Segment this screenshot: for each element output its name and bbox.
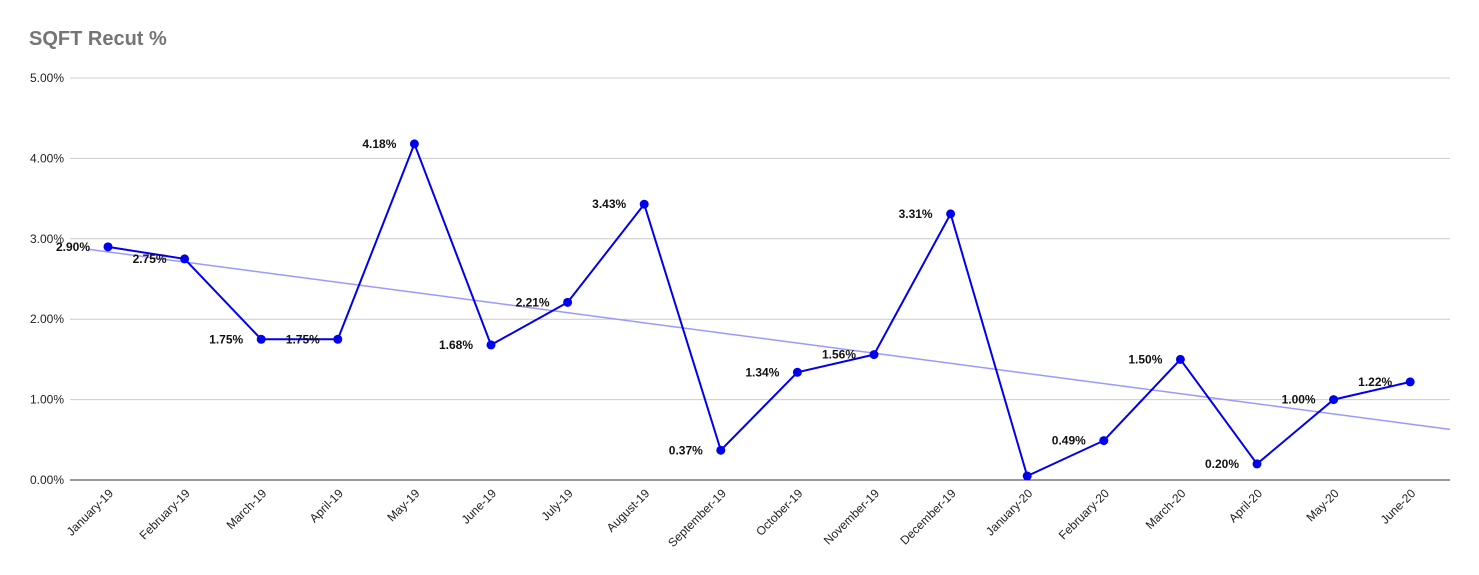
data-label: 0.37% <box>669 443 703 457</box>
series-line <box>107 141 1411 478</box>
x-tick-label: March-20 <box>1143 486 1189 532</box>
x-tick-label: February-20 <box>1056 486 1112 542</box>
data-point <box>639 199 649 209</box>
x-tick-label: March-19 <box>224 486 270 532</box>
data-label: 1.56% <box>822 348 856 362</box>
x-tick-label: September-19 <box>665 486 729 550</box>
x-tick-label: January-19 <box>64 486 117 539</box>
data-point <box>716 445 726 455</box>
data-label: 2.75% <box>133 252 167 266</box>
x-tick-label: January-20 <box>983 486 1036 539</box>
data-label: 1.34% <box>745 365 779 379</box>
data-label: 1.68% <box>439 338 473 352</box>
x-tick-label: May-20 <box>1304 486 1342 524</box>
x-tick-label: June-19 <box>459 486 500 527</box>
data-label: 1.50% <box>1128 352 1162 366</box>
y-tick-label: 5.00% <box>30 71 64 85</box>
data-label: 4.18% <box>362 137 396 151</box>
data-point <box>1022 471 1032 481</box>
trendline <box>87 248 1451 431</box>
data-label: 1.00% <box>1282 393 1316 407</box>
x-tick-label: June-20 <box>1378 486 1419 527</box>
data-point <box>1099 436 1109 446</box>
data-point <box>1405 377 1415 387</box>
data-label: 3.43% <box>592 197 626 211</box>
data-label: 3.31% <box>899 207 933 221</box>
data-label: 2.21% <box>516 295 550 309</box>
data-label: 0.49% <box>1052 434 1086 448</box>
x-tick-label: November-19 <box>821 486 883 548</box>
x-tick-label: October-19 <box>753 486 806 539</box>
x-tick-label: February-19 <box>137 486 193 542</box>
y-tick-label: 3.00% <box>30 232 64 246</box>
data-point <box>563 297 573 307</box>
data-point <box>869 350 879 360</box>
chart-title: SQFT Recut % <box>29 28 167 50</box>
data-label: 2.90% <box>56 240 90 254</box>
data-point <box>792 367 802 377</box>
data-point <box>1175 354 1185 364</box>
data-point <box>1252 459 1262 469</box>
data-point <box>180 254 190 264</box>
data-point <box>103 242 113 252</box>
data-point <box>1329 395 1339 405</box>
data-point <box>333 334 343 344</box>
data-label: 1.75% <box>209 332 243 346</box>
data-label: 1.22% <box>1358 375 1392 389</box>
data-point <box>409 139 419 149</box>
x-tick-label: December-19 <box>897 486 959 548</box>
x-tick-label: August-19 <box>604 486 653 535</box>
x-tick-label: April-19 <box>307 486 346 525</box>
x-tick-label: July-19 <box>538 486 575 523</box>
x-tick-label: May-19 <box>384 486 422 524</box>
x-tick-label: April-20 <box>1226 486 1265 525</box>
data-point <box>946 209 956 219</box>
y-tick-label: 4.00% <box>30 151 64 165</box>
y-tick-label: 0.00% <box>30 473 64 487</box>
data-label: 1.75% <box>286 332 320 346</box>
data-point <box>256 334 266 344</box>
data-label: 0.20% <box>1205 457 1239 471</box>
data-point <box>486 340 496 350</box>
y-tick-label: 1.00% <box>30 393 64 407</box>
y-tick-label: 2.00% <box>30 312 64 326</box>
